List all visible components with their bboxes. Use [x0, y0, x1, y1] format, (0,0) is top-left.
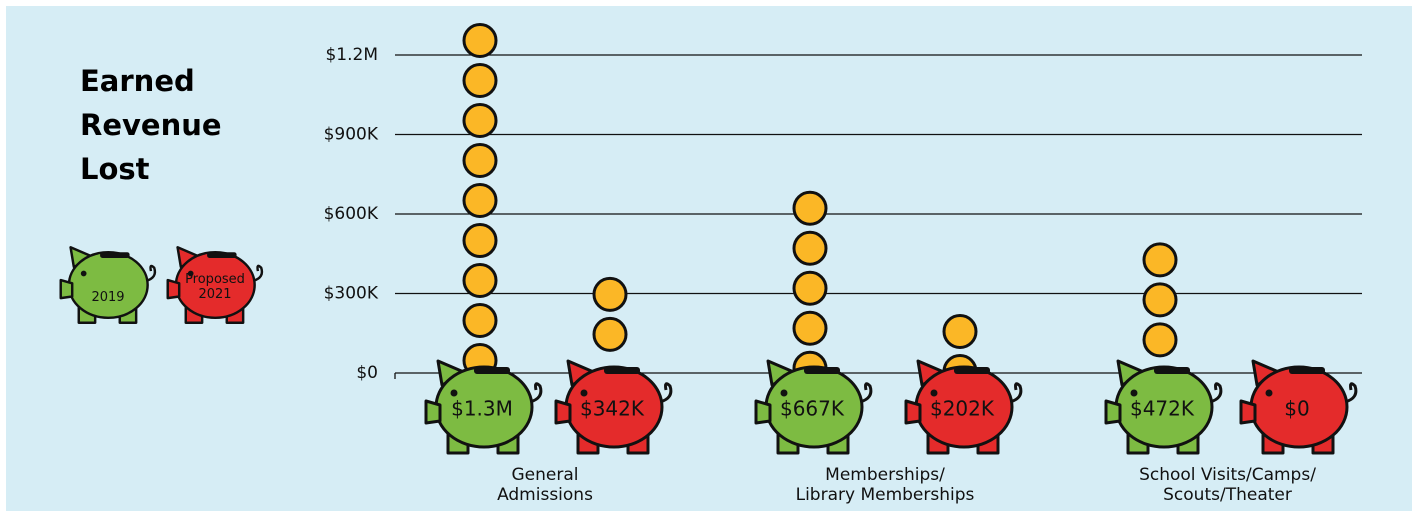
- pig-snout: [906, 401, 920, 423]
- coin: [594, 278, 626, 310]
- pig-slot: [474, 367, 510, 374]
- pig-slot: [1154, 367, 1190, 374]
- coin: [794, 272, 826, 304]
- coin: [464, 185, 496, 217]
- chart: EarnedRevenueLost $0$300K$600K$900K$1.2M…: [0, 0, 1418, 517]
- coin: [464, 25, 496, 57]
- pig-slot: [1289, 367, 1325, 374]
- coin: [464, 225, 496, 257]
- coin: [594, 318, 626, 350]
- coin-stack: [794, 192, 826, 384]
- coin: [1144, 244, 1176, 276]
- pig-snout: [426, 401, 440, 423]
- pig-eye: [931, 390, 938, 397]
- pig-snout: [556, 401, 570, 423]
- pig-slot: [954, 367, 990, 374]
- value-label: $472K: [1130, 397, 1195, 421]
- y-tick-label: $1.2M: [325, 45, 378, 65]
- coin: [1144, 324, 1176, 356]
- legend-label: 2019: [91, 290, 124, 305]
- value-label: $1.3M: [451, 397, 513, 421]
- coin: [464, 265, 496, 297]
- pig-slot: [207, 252, 237, 258]
- pig-eye: [1131, 390, 1138, 397]
- y-tick-label: $300K: [324, 284, 379, 304]
- coin: [794, 232, 826, 264]
- pig-eye: [81, 271, 87, 277]
- pig-slot: [804, 367, 840, 374]
- pig-snout: [756, 401, 770, 423]
- y-tick-label: $900K: [324, 125, 379, 145]
- coin: [464, 145, 496, 177]
- coin-stack: [464, 25, 496, 377]
- pig-snout: [1106, 401, 1120, 423]
- value-label: $342K: [580, 397, 645, 421]
- coin: [1144, 284, 1176, 316]
- x-tick-label: School Visits/Camps/Scouts/Theater: [1139, 465, 1316, 505]
- pig-snout: [61, 280, 72, 298]
- pig-eye: [451, 390, 458, 397]
- value-label: $202K: [930, 397, 995, 421]
- pig-eye: [581, 390, 588, 397]
- value-label: $0: [1284, 397, 1309, 421]
- coin-stack: [1144, 244, 1176, 356]
- pig-eye: [781, 390, 788, 397]
- coin: [464, 105, 496, 137]
- value-label: $667K: [780, 397, 845, 421]
- pig-slot: [604, 367, 640, 374]
- coin: [794, 192, 826, 224]
- coin: [794, 312, 826, 344]
- pig-snout: [168, 280, 179, 298]
- coin: [464, 305, 496, 337]
- y-tick-label: $600K: [324, 204, 379, 224]
- y-tick-label: $0: [356, 363, 378, 383]
- pig-slot: [100, 252, 130, 258]
- coin: [944, 315, 976, 347]
- coin: [464, 65, 496, 97]
- pig-eye: [1266, 390, 1273, 397]
- pig-snout: [1241, 401, 1255, 423]
- pig-body: [69, 252, 148, 318]
